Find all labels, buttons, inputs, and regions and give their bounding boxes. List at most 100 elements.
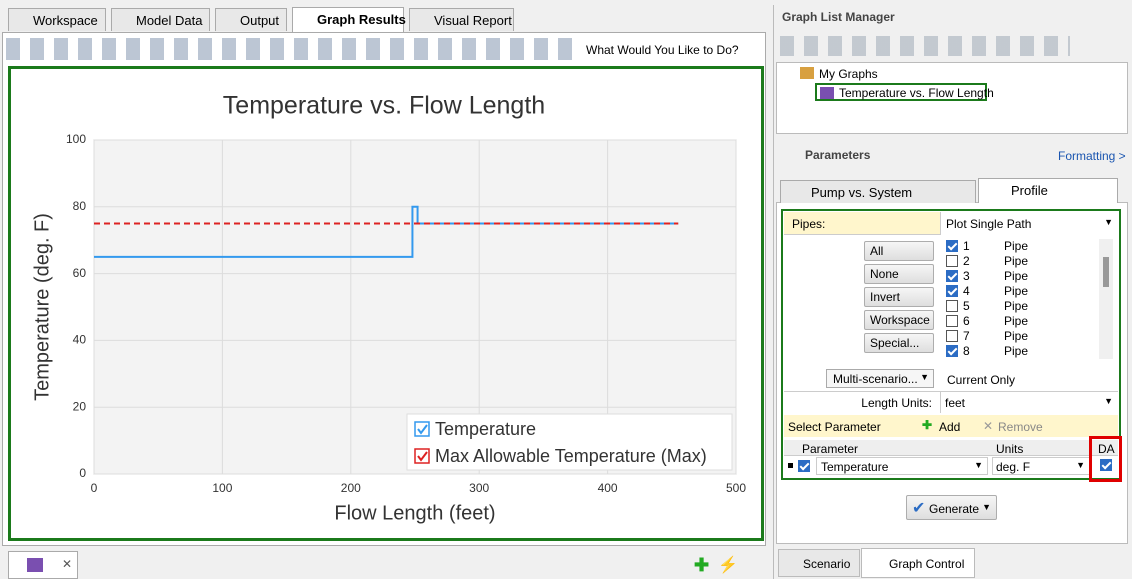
pipe-id: 4 [963, 284, 970, 298]
pipe-id: 8 [963, 344, 970, 358]
param-tab-active[interactable]: Profile [978, 178, 1118, 203]
pipe-label: Pipe [1004, 329, 1029, 343]
pipe-id: 2 [963, 254, 970, 268]
da-checkbox[interactable] [1100, 459, 1112, 471]
legend-check [417, 451, 428, 462]
pipe-checkbox[interactable] [946, 285, 958, 297]
pipe-checkbox[interactable] [946, 330, 958, 342]
panel-title: Graph List Manager [782, 10, 895, 24]
close[interactable]: ✕ [62, 557, 73, 571]
remove-icon: ✕ [983, 419, 994, 433]
table-header [784, 440, 1118, 456]
pipe-checkbox[interactable] [946, 315, 958, 327]
tree-item[interactable]: Temperature vs. Flow Length [815, 83, 994, 101]
pipe-checkbox[interactable] [946, 240, 958, 252]
x-axis-label: Flow Length (feet) [334, 502, 495, 524]
tab[interactable]: Output [215, 8, 287, 31]
multi-scenario-label: Multi-scenario... [833, 372, 918, 386]
pipes-label: Pipes: [792, 217, 826, 231]
x-tick-label: 100 [212, 481, 232, 495]
bottom-tab[interactable]: Scenario [778, 549, 860, 577]
bolt-icon[interactable]: ⚡ [718, 557, 738, 574]
param-tab[interactable]: Pump vs. System [780, 180, 976, 203]
pipe-id: 6 [963, 314, 970, 328]
toolbar-icons [6, 38, 576, 60]
legend-check [417, 424, 428, 435]
tab[interactable]: Visual Report [409, 8, 514, 31]
legend [406, 413, 733, 471]
pipe-label: Pipe [1004, 239, 1029, 253]
y-tick-label: 20 [73, 399, 87, 413]
tree-root[interactable]: My Graphs [819, 67, 878, 81]
chart-title: Temperature vs. Flow Length [223, 92, 545, 120]
units-value: deg. F [996, 460, 1031, 474]
pipe-label: Pipe [1004, 314, 1029, 328]
pipe-checkbox[interactable] [946, 345, 958, 357]
graph-icon [820, 87, 834, 99]
add-icon[interactable]: ✚ [694, 555, 710, 575]
select-label: Select Parameter [788, 420, 881, 434]
pipes-mode[interactable]: Plot Single Path ▼ [940, 212, 1118, 235]
pipe-checkbox[interactable] [946, 255, 958, 267]
pipes-mode-value: Plot Single Path [946, 217, 1032, 231]
tab[interactable]: Workspace [8, 8, 106, 31]
add-icon: ✚ [922, 418, 933, 432]
x-tick-label: 400 [598, 481, 618, 495]
divider [784, 391, 1118, 392]
legend-label: Temperature [435, 419, 536, 439]
pipe-label: Pipe [1004, 254, 1029, 268]
pipe-checkbox[interactable] [946, 270, 958, 282]
highlight-box [1089, 436, 1122, 482]
x-tick-label: 500 [726, 481, 746, 495]
help-link[interactable]: What Would You Like to Do? [586, 43, 739, 57]
length-units[interactable]: feet ▼ [940, 392, 1118, 413]
units-select[interactable]: deg. F ▼ [992, 457, 1090, 475]
multi-scenario[interactable]: Multi-scenario... ▼ [826, 369, 934, 388]
column-header: DA [1098, 442, 1115, 456]
y-tick-label: 100 [66, 132, 86, 146]
scenario-mode: Current Only [947, 373, 1016, 387]
parameter-value: Temperature [821, 460, 889, 474]
pipe-button[interactable]: Workspace [864, 310, 934, 330]
graph-icon [27, 558, 43, 572]
legend-swatch [414, 448, 430, 464]
legend-swatch [414, 421, 430, 437]
tab[interactable]: Model Data [111, 8, 210, 31]
pipe-button[interactable]: All [864, 241, 934, 261]
add-button[interactable]: Add [939, 420, 961, 434]
generate-button[interactable]: ✔ Generate ▼ [906, 495, 997, 520]
row-marker [788, 463, 793, 468]
pipe-label: Pipe [1004, 269, 1029, 283]
column-header: Parameter [802, 442, 859, 456]
length-units-value: feet [945, 396, 966, 410]
graph-tab[interactable]: ✕ [8, 551, 78, 579]
row-checkbox[interactable] [798, 460, 810, 472]
pipe-button[interactable]: Invert [864, 287, 934, 307]
x-tick-label: 300 [469, 481, 489, 495]
bottom-tab-active[interactable]: Graph Control [861, 548, 975, 578]
pipe-button[interactable]: Special... [864, 333, 934, 353]
column-header: Units [996, 442, 1024, 456]
formatting-link[interactable]: Formatting > [1058, 149, 1126, 163]
toolbar-icons [780, 36, 1070, 56]
pipe-checkbox[interactable] [946, 300, 958, 312]
pipe-id: 7 [963, 329, 970, 343]
parameter-select[interactable]: Temperature ▼ [816, 457, 988, 475]
pipe-button[interactable]: None [864, 264, 934, 284]
tab[interactable]: Graph Results [292, 7, 406, 32]
remove-button[interactable]: Remove [998, 420, 1043, 434]
section-title: Parameters [805, 148, 871, 162]
x-tick-label: 200 [341, 481, 361, 495]
pipe-id: 5 [963, 299, 970, 313]
tree-item-label: Temperature vs. Flow Length [839, 86, 994, 100]
scrollbar[interactable] [1099, 239, 1113, 359]
y-axis-label: Temperature (deg. F) [31, 213, 53, 401]
x-tick-label: 0 [91, 481, 98, 495]
y-tick-label: 80 [73, 199, 87, 213]
y-tick-label: 40 [73, 333, 87, 347]
tree [776, 62, 1128, 134]
series-line [94, 205, 679, 258]
length-units-label: Length Units: [861, 396, 932, 410]
y-tick-label: 60 [73, 266, 87, 280]
